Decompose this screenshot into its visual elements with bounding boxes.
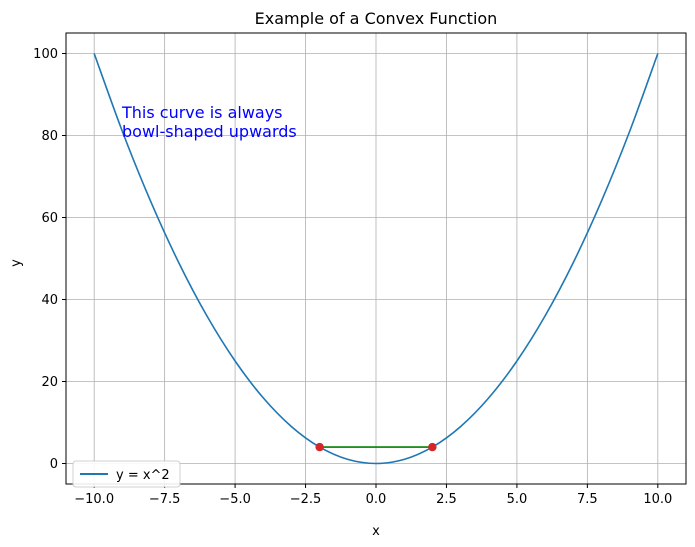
annotation-line-1: This curve is always bbox=[121, 103, 283, 122]
y-tick-label: 20 bbox=[41, 375, 58, 390]
y-tick-label: 0 bbox=[50, 457, 58, 472]
y-tick-label: 40 bbox=[41, 293, 58, 308]
x-tick-label: −5.0 bbox=[219, 492, 251, 507]
axis-ticks: −10.0 −7.5 −5.0 −2.5 0.0 2.5 5.0 7.5 10.0 0 20 40 60… bbox=[33, 47, 672, 507]
legend: y = x^2 bbox=[72, 460, 181, 488]
highlight-point bbox=[315, 442, 324, 452]
x-tick-label: −7.5 bbox=[149, 492, 181, 507]
x-axis-label: x bbox=[372, 524, 380, 539]
legend-label-y-squared: y = x^2 bbox=[116, 468, 170, 483]
x-tick-label: 7.5 bbox=[577, 492, 598, 507]
y-tick-label: 100 bbox=[33, 47, 58, 62]
y-axis-label: y bbox=[9, 259, 24, 267]
x-tick-label: 5.0 bbox=[507, 492, 528, 507]
series-line-y-squared bbox=[93, 53, 659, 465]
x-tick-label: −2.5 bbox=[290, 492, 322, 507]
y-tick-label: 60 bbox=[41, 211, 58, 226]
plot-data bbox=[93, 53, 659, 465]
chart-title: Example of a Convex Function bbox=[255, 9, 498, 28]
x-tick-label: 10.0 bbox=[643, 492, 672, 507]
x-tick-label: 2.5 bbox=[436, 492, 457, 507]
x-tick-label: 0.0 bbox=[366, 492, 387, 507]
y-tick-label: 80 bbox=[41, 129, 58, 144]
annotation-line-2: bowl-shaped upwards bbox=[122, 122, 297, 141]
legend-box bbox=[72, 460, 181, 488]
x-tick-label: −10.0 bbox=[74, 492, 114, 507]
highlight-point bbox=[428, 442, 437, 452]
annotation: This curve is always bowl-shaped upwards bbox=[121, 103, 297, 141]
